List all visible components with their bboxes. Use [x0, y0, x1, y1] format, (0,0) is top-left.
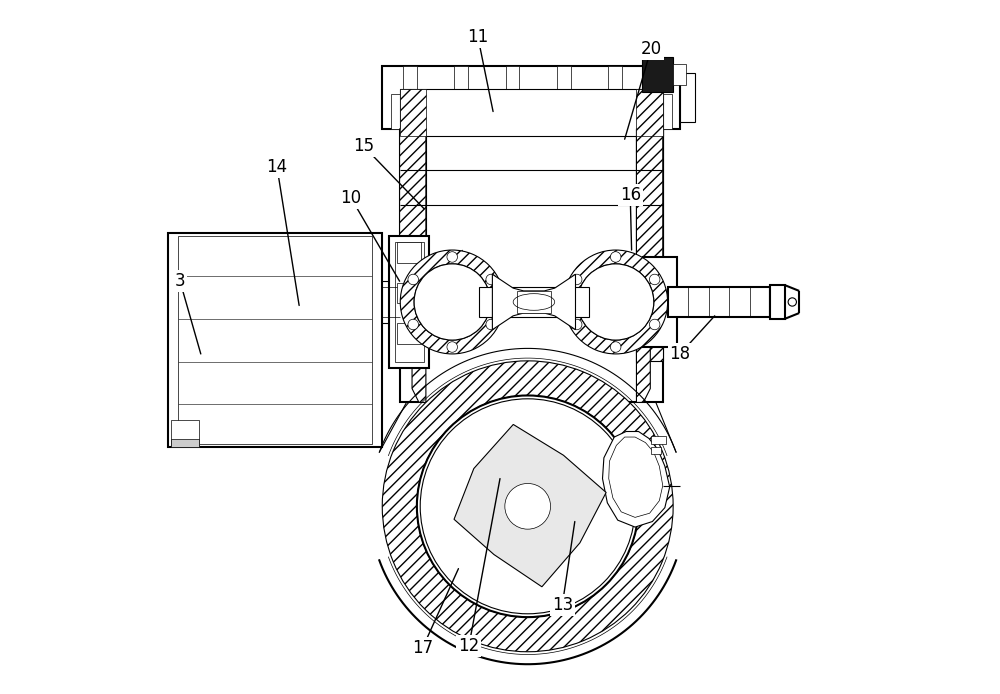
Wedge shape: [564, 250, 668, 354]
Bar: [673, 65, 686, 85]
Circle shape: [414, 264, 490, 340]
Text: 18: 18: [670, 345, 691, 363]
Circle shape: [486, 319, 496, 330]
Bar: [400, 89, 426, 136]
Circle shape: [788, 298, 796, 306]
Polygon shape: [454, 425, 606, 587]
Text: 3: 3: [175, 272, 185, 290]
Bar: [643, 257, 677, 347]
Bar: [557, 67, 571, 96]
Bar: [651, 436, 666, 444]
Text: 14: 14: [266, 158, 288, 176]
Circle shape: [505, 484, 551, 529]
Circle shape: [447, 252, 457, 262]
Bar: [382, 67, 680, 129]
Bar: [403, 67, 417, 96]
Bar: [517, 291, 551, 313]
Bar: [178, 236, 372, 444]
Bar: [770, 285, 785, 319]
Circle shape: [610, 252, 621, 262]
Circle shape: [578, 264, 654, 340]
Bar: [171, 420, 199, 448]
Text: 17: 17: [412, 639, 433, 657]
Circle shape: [649, 319, 660, 330]
Polygon shape: [492, 274, 575, 330]
Text: 12: 12: [458, 637, 479, 655]
Bar: [397, 323, 421, 344]
Bar: [397, 282, 421, 303]
Polygon shape: [609, 437, 663, 518]
Bar: [391, 94, 672, 129]
Polygon shape: [636, 129, 663, 403]
Circle shape: [649, 274, 660, 285]
Bar: [506, 67, 519, 96]
Bar: [171, 439, 199, 448]
Polygon shape: [400, 129, 426, 403]
Bar: [395, 242, 424, 362]
Bar: [400, 129, 426, 361]
Text: 15: 15: [353, 137, 374, 155]
Text: 11: 11: [467, 28, 488, 46]
Bar: [168, 232, 382, 448]
Bar: [400, 129, 663, 403]
Polygon shape: [489, 468, 566, 545]
Circle shape: [571, 319, 582, 330]
Circle shape: [408, 274, 418, 285]
Text: 16: 16: [620, 185, 641, 203]
Bar: [389, 236, 429, 368]
Circle shape: [610, 341, 621, 353]
Circle shape: [486, 274, 496, 285]
Bar: [668, 287, 770, 317]
Bar: [642, 58, 673, 92]
Polygon shape: [603, 432, 670, 527]
Wedge shape: [382, 361, 673, 652]
Bar: [636, 89, 663, 136]
Circle shape: [417, 396, 639, 617]
Bar: [382, 281, 403, 323]
Bar: [680, 74, 695, 122]
Bar: [454, 67, 468, 96]
Circle shape: [447, 341, 457, 353]
Text: 13: 13: [552, 595, 573, 613]
Bar: [636, 129, 663, 361]
Circle shape: [420, 399, 635, 613]
Bar: [479, 287, 589, 317]
Bar: [400, 89, 663, 136]
Bar: [651, 448, 661, 455]
Circle shape: [571, 274, 582, 285]
Circle shape: [408, 319, 418, 330]
Text: 10: 10: [341, 189, 362, 207]
Bar: [397, 242, 421, 263]
Wedge shape: [400, 250, 504, 354]
Bar: [608, 67, 622, 96]
Text: 20: 20: [640, 40, 662, 58]
